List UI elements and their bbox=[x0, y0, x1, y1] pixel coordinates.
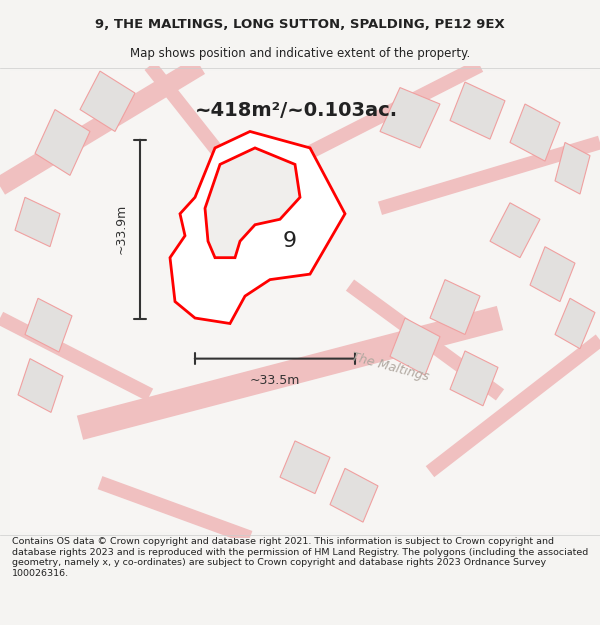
Polygon shape bbox=[205, 148, 300, 258]
Polygon shape bbox=[170, 131, 345, 324]
Polygon shape bbox=[555, 298, 595, 349]
Polygon shape bbox=[390, 318, 440, 375]
Polygon shape bbox=[490, 202, 540, 258]
Text: ~33.5m: ~33.5m bbox=[250, 374, 300, 387]
Polygon shape bbox=[15, 198, 60, 247]
Text: ~33.9m: ~33.9m bbox=[115, 204, 128, 254]
Polygon shape bbox=[530, 247, 575, 301]
Text: 9: 9 bbox=[283, 231, 297, 251]
Polygon shape bbox=[35, 109, 90, 176]
Polygon shape bbox=[280, 441, 330, 494]
Polygon shape bbox=[430, 279, 480, 334]
Text: 9, THE MALTINGS, LONG SUTTON, SPALDING, PE12 9EX: 9, THE MALTINGS, LONG SUTTON, SPALDING, … bbox=[95, 18, 505, 31]
Polygon shape bbox=[18, 359, 63, 413]
Polygon shape bbox=[450, 82, 505, 139]
Polygon shape bbox=[510, 104, 560, 161]
Polygon shape bbox=[25, 298, 72, 352]
Polygon shape bbox=[450, 351, 498, 406]
Text: Contains OS data © Crown copyright and database right 2021. This information is : Contains OS data © Crown copyright and d… bbox=[12, 538, 588, 578]
Text: ~418m²/~0.103ac.: ~418m²/~0.103ac. bbox=[195, 101, 398, 120]
Polygon shape bbox=[380, 88, 440, 148]
FancyBboxPatch shape bbox=[10, 71, 590, 532]
Text: Map shows position and indicative extent of the property.: Map shows position and indicative extent… bbox=[130, 48, 470, 60]
Text: The Maltings: The Maltings bbox=[350, 351, 430, 384]
Polygon shape bbox=[555, 142, 590, 194]
Polygon shape bbox=[80, 71, 135, 131]
Polygon shape bbox=[330, 468, 378, 522]
